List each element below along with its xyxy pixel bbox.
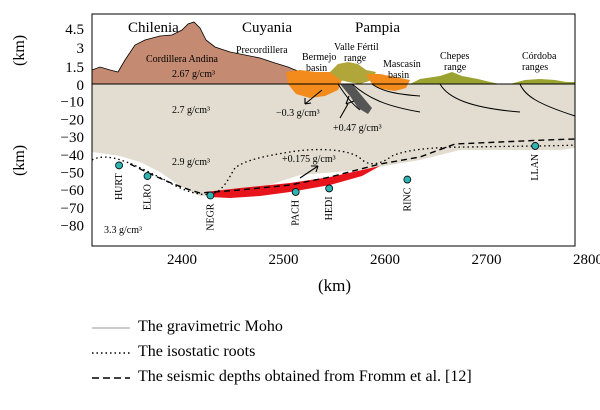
legend-seismic: The seismic depths obtained from Fromm e…: [92, 368, 592, 390]
legend-moho: The gravimetric Moho: [92, 318, 592, 340]
mascasin-basin: [366, 74, 410, 91]
density-crust-lower: 2.9 g/cm³: [172, 157, 210, 168]
label-chepes-1: Chepes: [440, 51, 470, 62]
tick-lower-m30: −30: [61, 130, 84, 146]
density-anomaly-neg: −0.3 g/cm³: [276, 108, 320, 119]
label-chepes-2: range: [444, 62, 467, 73]
tick-upper-3: 3: [77, 41, 85, 57]
density-anomaly-pos: +0.47 g/cm³: [333, 123, 382, 134]
lower-ticks: −10−20 −30 −40 −50−60 −70 −80: [61, 95, 84, 235]
label-mascasin-2: basin: [388, 70, 409, 81]
seismic-depth-line: [129, 138, 576, 194]
annotation-arrows: [299, 89, 355, 179]
label-mascasin-1: Mascasín: [383, 59, 421, 70]
tick-upper-0: 0: [77, 78, 85, 94]
x-axis-label: (km): [318, 276, 352, 295]
dense-wedge-anomaly: [340, 84, 372, 114]
valle-fertil-range: [330, 62, 376, 84]
tick-upper-1-5: 1.5: [65, 60, 84, 76]
crust-body: [92, 84, 575, 196]
tick-x-2800: 2800: [573, 252, 600, 268]
station-hurt-marker: [115, 161, 123, 170]
tick-lower-m60: −60: [61, 183, 84, 199]
label-bermejo-2: basin: [306, 63, 327, 74]
station-negr-marker: [206, 191, 215, 200]
tick-x-2400: 2400: [167, 252, 197, 268]
upper-ticks: 4.5 3 1.5 0: [65, 22, 84, 94]
tick-x-2600: 2600: [370, 252, 400, 268]
tick-lower-m10: −10: [61, 95, 84, 111]
station-hurt-label: HURT: [114, 173, 125, 200]
region-cuyania: Cuyania: [242, 20, 292, 36]
label-valle-1: Valle Fértil: [334, 42, 379, 53]
station-elro-label: ELRO: [142, 184, 153, 210]
label-cordillera: Cordillera Andina: [146, 54, 218, 65]
station-negr-label: NEGR: [205, 203, 216, 231]
label-cordoba-1: Córdoba: [522, 51, 557, 62]
fault-lines: [337, 83, 576, 117]
crustal-section-figure: Chilenia Cuyania Pampia Cordillera Andin…: [11, 13, 600, 268]
label-bermejo-1: Bermejo: [302, 52, 336, 63]
stations: HURTELRONEGRPACHHEDIRINCLLANPICH: [114, 142, 541, 231]
density-crust-upper: 2.7 g/cm³: [172, 105, 210, 116]
chepes-range: [410, 72, 500, 84]
tick-lower-m80: −80: [61, 219, 84, 235]
station-llan-label: LLAN: [530, 154, 541, 181]
legend-isostatic: The isostatic roots: [92, 343, 592, 365]
density-upper: 2.67 g/cm³: [172, 69, 215, 80]
tick-lower-m50: −50: [61, 166, 84, 182]
station-pach-label: PACH: [291, 200, 302, 226]
station-hedi-marker: [325, 184, 334, 193]
station-pach-marker: [291, 188, 300, 196]
y-axis-label-lower: (km): [11, 145, 28, 176]
station-rinc-marker: [403, 175, 412, 184]
tick-upper-4-5: 4.5: [65, 22, 84, 38]
region-chilenia: Chilenia: [128, 20, 179, 36]
label-valle-2: range: [344, 53, 367, 64]
legend-isostatic-label: The isostatic roots: [138, 343, 256, 360]
legend-moho-label: The gravimetric Moho: [138, 318, 283, 335]
y-axis-label-upper: (km): [11, 35, 28, 66]
tick-lower-m20: −20: [61, 112, 84, 128]
tick-x-2700: 2700: [472, 252, 502, 268]
plot-frame: [91, 13, 576, 247]
density-anomaly-red: +0.175 g/cm³: [282, 154, 336, 165]
x-ticks: 2400 2500 2600 2700 2800: [167, 252, 600, 268]
label-cordoba-2: ranges: [522, 62, 548, 73]
tick-x-2500: 2500: [269, 252, 299, 268]
tick-lower-m70: −70: [61, 201, 84, 217]
station-rinc-label: RINC: [402, 187, 413, 211]
station-elro-marker: [143, 172, 152, 180]
station-hedi-label: HEDI: [324, 196, 335, 220]
tick-lower-m40: −40: [61, 148, 84, 164]
station-llan-marker: [531, 142, 540, 150]
legend-seismic-label: The seismic depths obtained from Fromm e…: [138, 368, 472, 385]
density-mantle: 3.3 g/cm³: [104, 225, 142, 236]
label-precordillera: Precordillera: [236, 45, 288, 56]
red-density-anomaly: [205, 166, 380, 198]
region-pampia: Pampia: [355, 20, 400, 36]
isostatic-roots-line: [91, 144, 576, 196]
cordoba-ranges: [510, 79, 575, 84]
